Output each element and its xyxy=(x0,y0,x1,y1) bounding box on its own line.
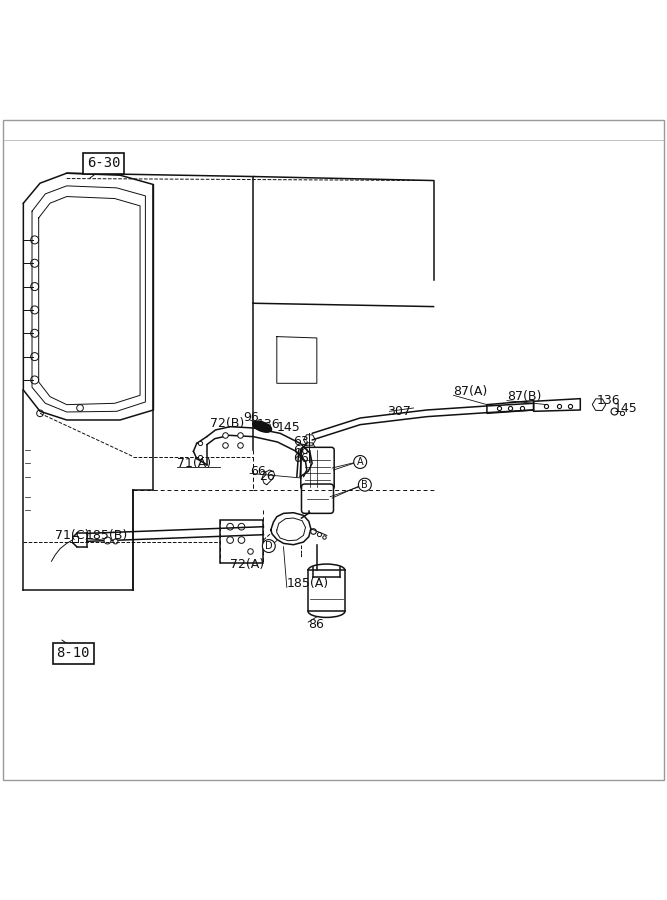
Text: 72(A): 72(A) xyxy=(230,558,264,572)
FancyBboxPatch shape xyxy=(301,447,334,490)
Text: 136: 136 xyxy=(257,418,280,431)
Text: 145: 145 xyxy=(614,402,638,415)
Text: 71(A): 71(A) xyxy=(177,457,211,470)
Text: 87(A): 87(A) xyxy=(454,385,488,398)
Text: 63: 63 xyxy=(293,435,309,448)
Text: D: D xyxy=(265,541,273,551)
Text: 86: 86 xyxy=(308,618,324,631)
Text: 6-30: 6-30 xyxy=(87,157,120,170)
Text: 8-10: 8-10 xyxy=(57,646,90,661)
FancyBboxPatch shape xyxy=(301,484,334,513)
Text: A: A xyxy=(357,457,364,467)
Text: 66: 66 xyxy=(250,464,266,478)
Text: B: B xyxy=(362,480,368,490)
Text: 307: 307 xyxy=(387,405,411,418)
Text: 66: 66 xyxy=(293,452,309,464)
Text: 185(B): 185(B) xyxy=(85,529,127,542)
Text: 145: 145 xyxy=(277,421,301,435)
Bar xyxy=(220,520,263,563)
Text: 136: 136 xyxy=(597,394,620,407)
Text: 87(B): 87(B) xyxy=(507,390,542,403)
Text: 96: 96 xyxy=(243,411,259,425)
Ellipse shape xyxy=(253,421,271,432)
Text: 26: 26 xyxy=(259,470,275,483)
Text: 72(B): 72(B) xyxy=(210,417,244,430)
Text: 71(C): 71(C) xyxy=(55,529,89,542)
Text: 66: 66 xyxy=(293,444,309,456)
Text: 185(A): 185(A) xyxy=(287,577,329,590)
